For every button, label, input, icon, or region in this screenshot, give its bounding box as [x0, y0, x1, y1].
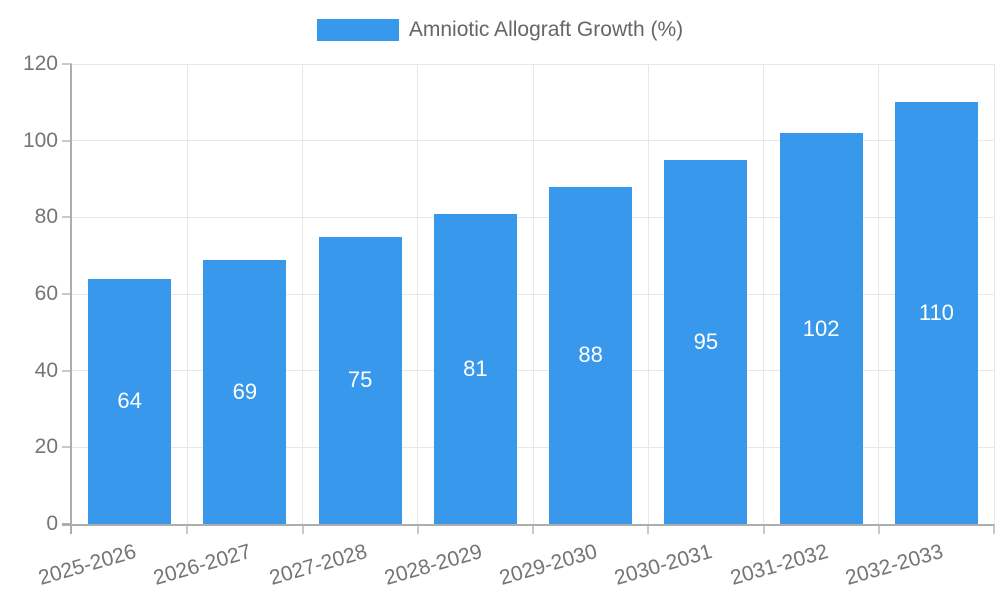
y-axis-tick [62, 446, 72, 449]
bar[interactable] [779, 133, 863, 524]
y-tick-label: 20 [34, 435, 58, 459]
bar[interactable] [549, 186, 633, 524]
x-axis-tick [762, 524, 765, 534]
y-tick-label: 80 [34, 205, 58, 229]
x-gridline [186, 64, 188, 524]
y-tick-label: 60 [34, 282, 58, 305]
y-axis-tick [62, 369, 72, 372]
x-gridline [417, 64, 419, 524]
x-axis-tick [993, 524, 995, 534]
x-gridline [302, 64, 303, 524]
x-tick-label: 2026-2027 [151, 540, 255, 590]
x-gridline [647, 64, 649, 524]
legend-item[interactable]: Amniotic Allograft Growth (%) [316, 18, 684, 42]
bar[interactable] [318, 236, 402, 524]
bar[interactable] [88, 278, 172, 524]
bar[interactable] [433, 213, 517, 524]
y-axis-tick [62, 293, 72, 295]
y-tick-label: 40 [34, 358, 58, 382]
x-gridline [993, 64, 995, 524]
y-tick-label: 100 [22, 128, 58, 152]
y-axis-tick [62, 63, 72, 65]
x-axis-tick [416, 524, 419, 534]
legend-label: Amniotic Allograft Growth (%) [408, 18, 684, 41]
x-tick-label: 2028-2029 [381, 540, 485, 590]
x-tick-label: 2027-2028 [266, 540, 370, 590]
x-gridline [878, 64, 880, 524]
y-axis-line [70, 64, 72, 534]
x-tick-label: 2031-2032 [727, 540, 831, 590]
legend: Amniotic Allograft Growth (%) [0, 18, 1000, 42]
y-axis-tick [62, 139, 72, 142]
bar[interactable] [894, 102, 978, 524]
x-gridline [763, 64, 764, 524]
x-tick-label: 2030-2031 [612, 540, 716, 590]
legend-swatch-icon [316, 19, 399, 41]
y-tick-label: 0 [46, 512, 58, 535]
x-axis-line [62, 524, 994, 526]
x-tick-label: 2025-2026 [36, 540, 139, 590]
x-axis-tick [647, 524, 650, 534]
x-gridline [532, 64, 534, 524]
x-axis-tick [532, 524, 534, 534]
x-axis-tick [186, 524, 189, 534]
x-tick-label: 2032-2033 [842, 540, 946, 590]
x-tick-label: 2029-2030 [497, 540, 600, 590]
bar[interactable] [203, 259, 287, 524]
x-axis-tick [301, 524, 304, 534]
x-axis-tick [877, 524, 880, 534]
bar[interactable] [664, 159, 748, 524]
y-axis-tick [62, 216, 72, 219]
y-tick-label: 120 [22, 52, 58, 75]
